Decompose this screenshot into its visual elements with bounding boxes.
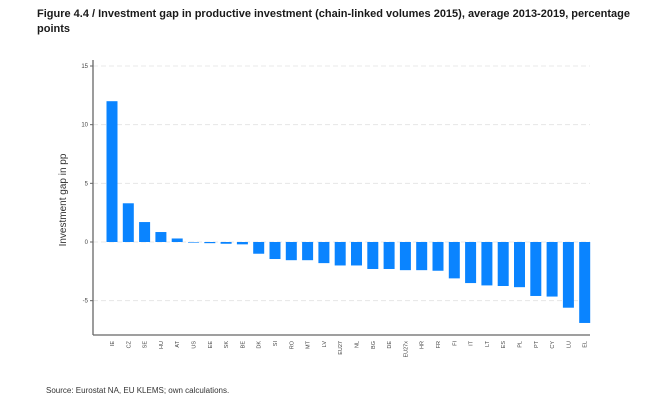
bar-us	[188, 242, 199, 243]
x-tick-label: US	[192, 341, 198, 349]
bars	[106, 101, 591, 323]
y-tick-label: 0	[85, 240, 89, 246]
x-tick-label: CZ	[126, 340, 132, 348]
bar-hr	[416, 242, 428, 271]
y-tick-label: -5	[83, 299, 89, 305]
x-tick-label: PT	[534, 340, 540, 348]
x-tick-label: LT	[485, 340, 491, 347]
x-tick-label: BE	[240, 341, 246, 349]
bar-eu27x	[399, 242, 411, 271]
bar-si	[269, 242, 281, 260]
bar-de	[383, 242, 395, 269]
y-axis-label: Investment gap in pp	[58, 153, 69, 246]
y-tick-label: 5	[85, 181, 89, 187]
bar-se	[139, 222, 151, 242]
x-tick-label: CY	[550, 341, 556, 349]
x-tick-label: FR	[436, 341, 442, 348]
bar-fr	[432, 242, 444, 271]
source-note: Source: Eurostat NA, EU KLEMS; own calcu…	[46, 386, 230, 395]
x-tick-labels: IE CZ SE HU AT US EE SK BE DK SI RO MT LV EU27 NL BG DE EU…	[110, 340, 589, 357]
x-tick-label: SE	[143, 341, 149, 349]
x-tick-label: ES	[501, 341, 507, 349]
bar-lv	[318, 242, 330, 264]
x-tick-label: EE	[208, 341, 214, 349]
bar-eu27	[334, 242, 346, 266]
bar-ee	[204, 242, 216, 244]
x-tick-label: RO	[289, 340, 295, 349]
bar-bg	[367, 242, 379, 269]
bar-it	[465, 242, 477, 284]
x-tick-label: LV	[322, 341, 328, 348]
x-tick-label: IE	[110, 341, 116, 347]
x-tick-label: DE	[387, 341, 393, 349]
x-tick-label: MT	[306, 340, 312, 349]
bar-sk	[220, 242, 232, 244]
bar-lu	[562, 242, 574, 308]
x-tick-label: EU27	[338, 341, 344, 355]
y-ticks: 15 10 5 0 -5	[81, 64, 93, 305]
bar-mt	[302, 242, 314, 261]
bar-cy	[546, 242, 558, 297]
x-tick-label: AT	[175, 340, 181, 347]
bar-hu	[155, 232, 167, 242]
x-tick-label: LU	[566, 341, 572, 348]
bar-nl	[351, 242, 362, 266]
x-tick-label: SK	[224, 341, 230, 349]
x-tick-label: HU	[159, 341, 165, 349]
bar-lt	[481, 242, 493, 286]
bar-pt	[530, 242, 542, 296]
bar-ie	[106, 101, 118, 242]
bar-cz	[122, 203, 134, 242]
y-tick-label: 15	[81, 64, 88, 70]
bar-pl	[514, 242, 525, 288]
bar-fi	[448, 242, 460, 279]
bar-dk	[253, 242, 265, 254]
x-tick-label: BG	[371, 341, 377, 349]
figure-title: Figure 4.4 / Investment gap in productiv…	[37, 8, 630, 35]
bar-at	[171, 238, 183, 242]
x-tick-label: EU27x	[403, 341, 409, 358]
x-tick-label: NL	[355, 341, 361, 348]
bar-el	[579, 242, 591, 323]
x-tick-label: HR	[420, 341, 426, 349]
x-tick-label: EL	[583, 341, 589, 348]
x-tick-label: DK	[257, 341, 263, 349]
x-tick-label: IT	[469, 340, 475, 346]
bar-es	[497, 242, 509, 286]
bar-be	[236, 242, 248, 245]
bar-ro	[285, 242, 297, 261]
y-tick-label: 10	[81, 123, 88, 129]
x-tick-label: PL	[518, 341, 524, 348]
x-tick-label: FI	[452, 341, 458, 346]
x-tick-label: SI	[273, 341, 279, 347]
